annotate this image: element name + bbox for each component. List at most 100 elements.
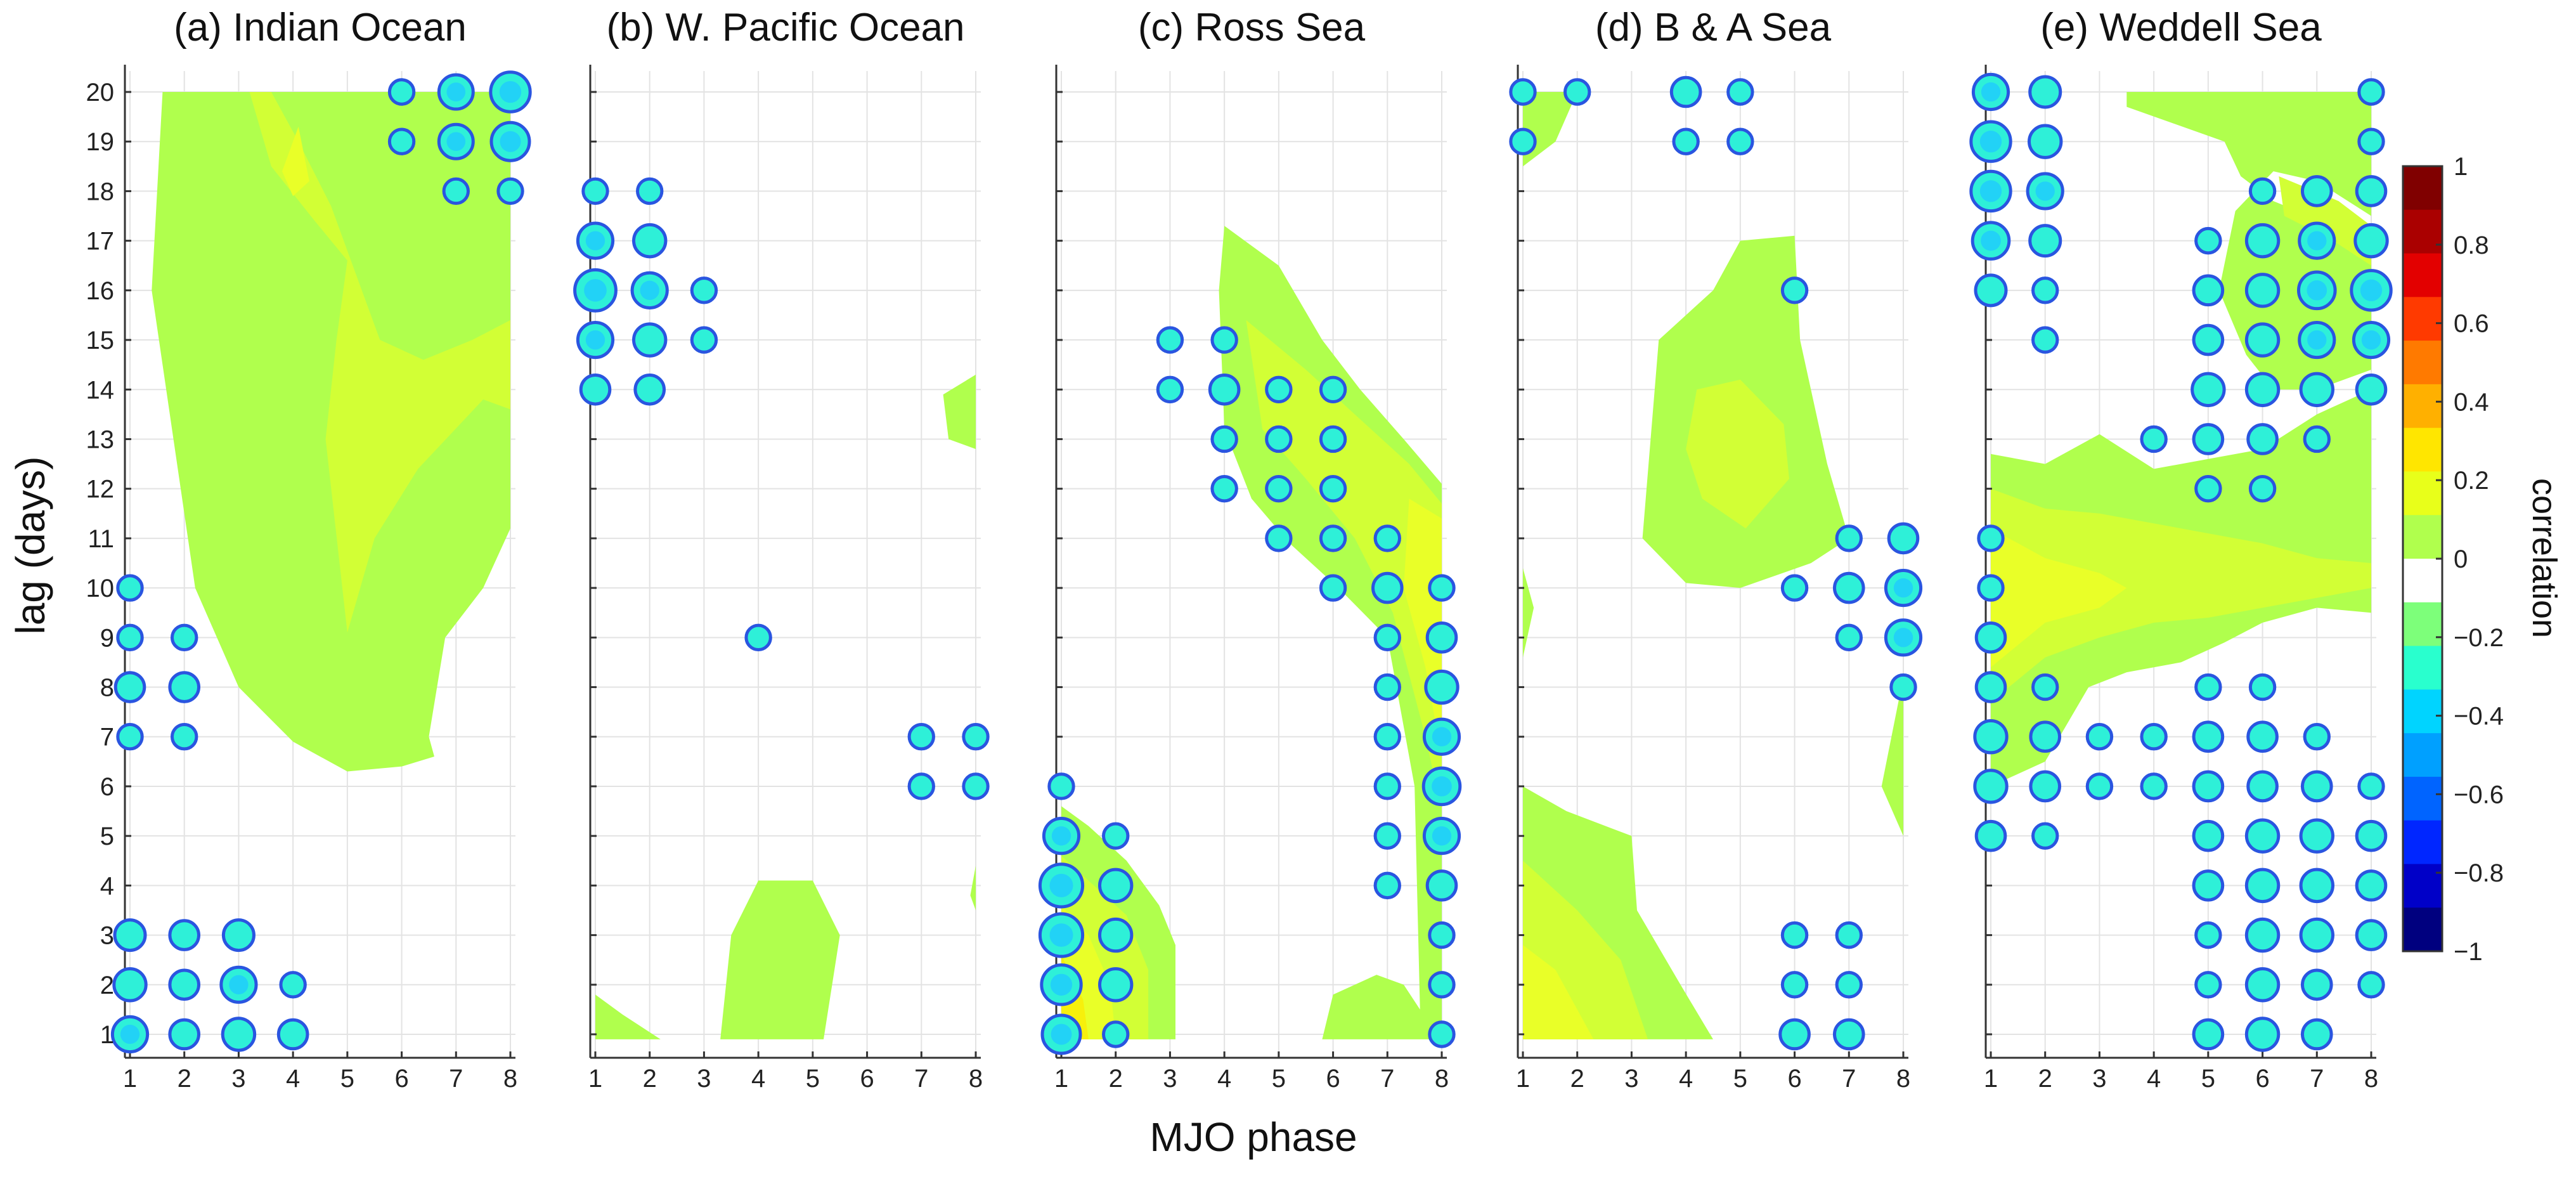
x-tick-label: 8 [969, 1065, 983, 1093]
dot-p2-lag1 [168, 1018, 201, 1051]
dot-core-p1-lag3 [1049, 923, 1073, 947]
dot-p4-lag7 [2140, 723, 2168, 751]
x-tick-label: 5 [1733, 1065, 1747, 1093]
dot-p5-lag5 [2192, 819, 2225, 852]
dot-p4-lag2 [279, 971, 307, 999]
x-tick-label: 7 [914, 1065, 928, 1093]
dot-p6-lag12 [2248, 474, 2277, 503]
dot-p1-lag3 [113, 918, 147, 953]
dot-p2-lag3 [1098, 917, 1134, 953]
dot-core-p1-lag17 [1981, 230, 2001, 251]
x-tick-label: 4 [286, 1065, 300, 1093]
dot-p5-lag19 [1726, 127, 1754, 155]
dot-p3-lag1 [221, 1017, 257, 1052]
y-tick-label: 5 [100, 823, 114, 850]
contour-region-8 [1523, 945, 1594, 1039]
y-tick-label: 15 [86, 327, 115, 354]
dot-p8-lag8 [1889, 673, 1917, 701]
dot-core-p8-lag15 [2361, 330, 2381, 350]
dot-p2-lag20 [1563, 78, 1591, 106]
dot-p8-lag2 [2357, 971, 2385, 999]
dot-p7-lag6 [907, 772, 935, 800]
x-tick-label: 6 [860, 1065, 874, 1093]
significance-dots [1509, 75, 1923, 1051]
dot-core-p2-lag16 [640, 280, 659, 301]
dot-p2-lag3 [168, 919, 201, 951]
contour-region-1 [1523, 92, 1577, 167]
dot-p2-lag5 [2031, 822, 2059, 850]
dot-p2-lag9 [171, 623, 198, 652]
dot-p1-lag18 [581, 177, 609, 205]
dot-core-p7-lag15 [2307, 330, 2327, 350]
dot-p6-lag19 [387, 127, 416, 155]
dot-p8-lag2 [1428, 971, 1456, 999]
panel-title: (c) Ross Sea [1138, 6, 1366, 49]
significance-dots [1038, 326, 1462, 1055]
dot-p8-lag14 [2355, 373, 2388, 406]
dot-p8-lag3 [1428, 921, 1456, 949]
dot-p7-lag9 [1373, 623, 1401, 652]
x-tick-label: 5 [340, 1065, 354, 1093]
dot-p5-lag3 [2194, 921, 2222, 949]
dot-p1-lag10 [116, 574, 144, 602]
contour-region-4 [1991, 528, 2127, 668]
contour-region-3 [2279, 176, 2371, 266]
dot-p3-lag15 [1156, 326, 1184, 354]
dot-p6-lag10 [1780, 574, 1809, 602]
dot-p5-lag13 [1265, 425, 1293, 453]
dot-p6-lag3 [1780, 921, 1809, 949]
y-tick-label: 18 [86, 178, 115, 205]
dot-p4-lag9 [744, 623, 772, 652]
contour-region-3 [943, 374, 976, 450]
contour-fills [1523, 92, 1903, 1039]
dot-p7-lag1 [1832, 1018, 1865, 1051]
dot-p4-lag15 [1210, 326, 1238, 354]
colorbar-tick-label: −0.2 [2454, 624, 2504, 652]
dot-p1-lag8 [113, 671, 146, 703]
dot-p7-lag14 [2299, 372, 2334, 407]
dot-p8-lag1 [1428, 1020, 1456, 1048]
x-tick-label: 6 [1326, 1065, 1340, 1093]
dot-p6-lag13 [2246, 423, 2279, 455]
dot-p7-lag2 [1835, 971, 1863, 999]
x-tick-label: 1 [1516, 1065, 1530, 1093]
x-tick-label: 8 [2364, 1065, 2378, 1093]
dot-core-p3-lag2 [229, 975, 249, 994]
y-tick-label: 19 [86, 128, 115, 156]
colorbar-tick-label: −0.6 [2454, 781, 2504, 809]
y-axis-label: lag (days) [8, 457, 53, 635]
dot-p6-lag8 [2248, 673, 2277, 701]
dot-p8-lag6 [962, 772, 990, 800]
y-tick-label: 3 [100, 922, 114, 950]
dot-p1-lag6 [1973, 769, 2009, 804]
dot-core-p7-lag16 [2307, 280, 2327, 301]
dot-p1-lag7 [1973, 719, 2009, 755]
dot-p1-lag6 [1047, 772, 1075, 800]
dot-p8-lag4 [1425, 869, 1458, 902]
dot-p2-lag19 [2028, 124, 2063, 159]
dot-p2-lag2 [1098, 967, 1134, 1003]
y-tick-label: 13 [86, 426, 115, 453]
panel-title: (a) Indian Ocean [174, 6, 467, 49]
dot-p6-lag1 [2244, 1017, 2281, 1052]
y-tick-label: 10 [86, 575, 115, 602]
dot-p1-lag11 [1977, 524, 2005, 552]
x-tick-label: 8 [1896, 1065, 1910, 1093]
dot-p6-lag11 [1319, 524, 1347, 552]
dot-p1-lag16 [1974, 273, 2008, 308]
x-tick-label: 7 [449, 1065, 463, 1093]
y-tick-label: 16 [86, 277, 115, 305]
dot-p5-lag8 [2194, 673, 2222, 701]
colorbar-tick-label: 0.4 [2454, 388, 2489, 416]
colorbar-tick-label: 1 [2454, 153, 2468, 181]
colorbar-swatch [2403, 559, 2442, 603]
colorbar-label: correlation [2525, 478, 2563, 638]
y-tick-label: 11 [87, 525, 114, 553]
x-tick-label: 2 [643, 1065, 657, 1093]
dot-p5-lag4 [2192, 869, 2225, 902]
colorbar-swatch [2403, 253, 2442, 297]
colorbar-tick-label: 0.6 [2454, 310, 2489, 338]
contour-fills [595, 374, 976, 1039]
dot-p6-lag15 [2244, 322, 2281, 358]
